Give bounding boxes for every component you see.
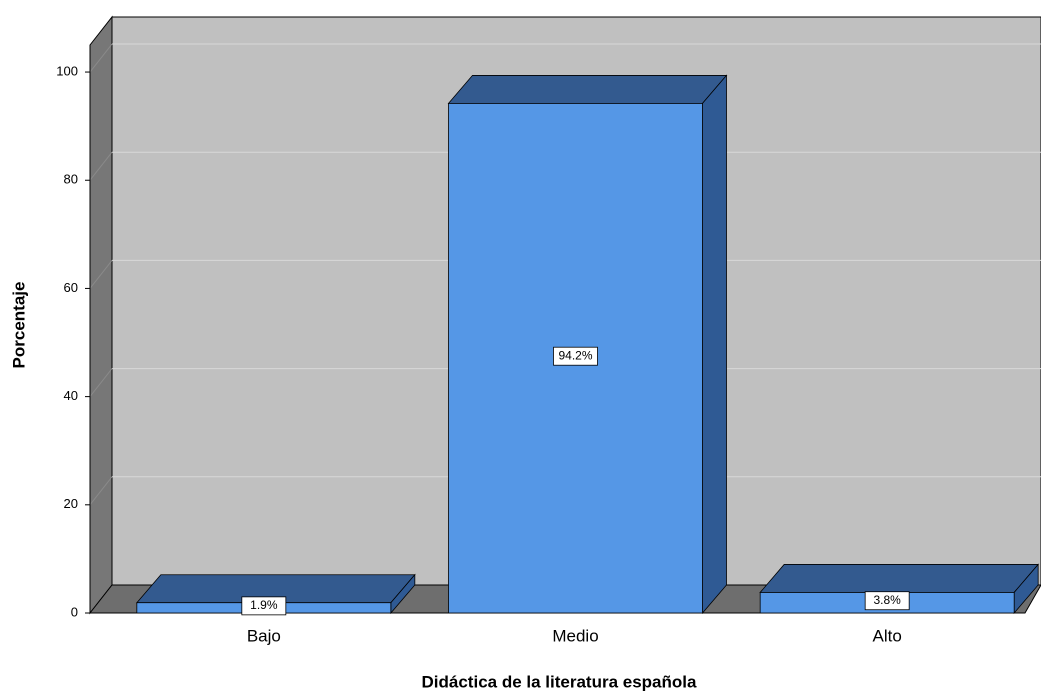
value-label: 3.8% <box>873 593 901 607</box>
x-tick-label: Medio <box>552 626 598 645</box>
y-tick-label: 100 <box>56 63 78 78</box>
value-label-box <box>553 346 598 366</box>
y-tick-label: 80 <box>64 172 78 187</box>
side-wall <box>89 15 113 615</box>
grid-line <box>89 260 113 289</box>
x-tick-label: Alto <box>873 626 902 645</box>
grid-line <box>89 476 113 506</box>
y-tick-label: 40 <box>64 388 78 403</box>
x-tick-label: Bajo <box>247 626 281 645</box>
value-label: 1.9% <box>250 598 278 612</box>
y-tick-label: 60 <box>64 280 78 295</box>
value-label-box <box>864 591 910 611</box>
bar-side <box>702 74 727 615</box>
y-tick-label: 20 <box>64 496 78 511</box>
value-label: 94.2% <box>558 348 592 362</box>
y-axis-title: Porcentaje <box>9 282 28 369</box>
grid-line <box>89 368 113 397</box>
bar-top <box>759 564 1040 593</box>
x-axis-title: Didáctica de la literatura española <box>422 672 697 691</box>
value-label-box <box>241 596 287 616</box>
grid-line <box>89 43 113 73</box>
bar <box>447 74 728 615</box>
y-tick-label: 0 <box>71 604 78 619</box>
bar-top <box>447 75 728 104</box>
grid-line <box>89 151 113 181</box>
